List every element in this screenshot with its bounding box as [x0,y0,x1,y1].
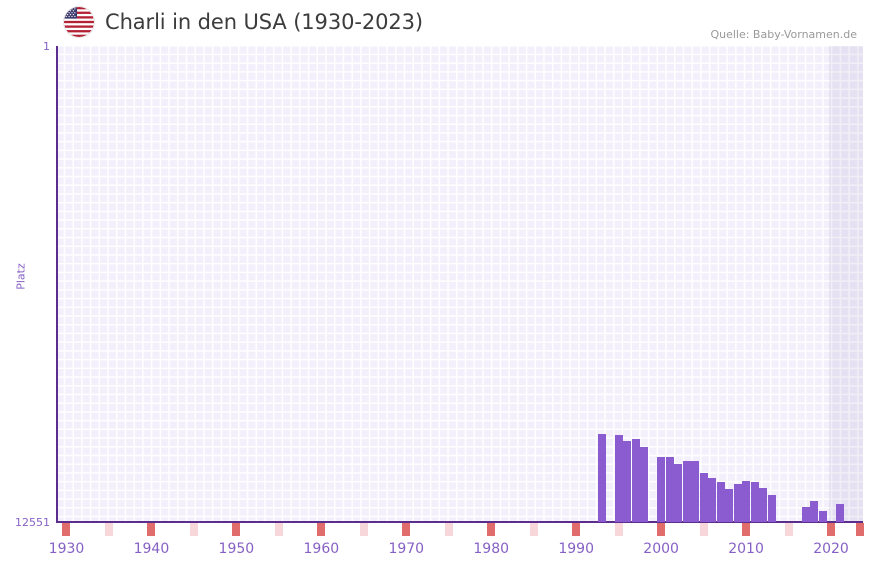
x-axis-tick-marks [56,523,864,536]
x-tick-minor [274,523,283,536]
x-tick-label: 1950 [218,541,255,557]
x-tick-major [742,523,751,536]
plot-area [56,46,863,522]
chart-header: Charli in den USA (1930-2023) Quelle: Ba… [0,0,873,44]
bar[interactable] [742,481,751,522]
page-title: Charli in den USA (1930-2023) [105,10,423,34]
x-tick-minor [359,523,368,536]
bars-layer [56,46,863,522]
bar[interactable] [623,441,632,522]
x-tick-major [62,523,71,536]
bar[interactable] [631,439,640,522]
x-tick-major [657,523,666,536]
x-tick-minor [104,523,113,536]
x-tick-major [827,523,836,536]
bar[interactable] [665,457,674,522]
x-tick-label: 1980 [473,541,510,557]
bar[interactable] [682,461,691,522]
grid-lines [56,46,863,522]
x-axis-line [56,521,863,523]
x-tick-label: 1990 [558,541,594,557]
bar[interactable] [835,504,844,522]
x-tick-major [487,523,496,536]
x-tick-label: 1970 [388,541,425,557]
x-tick-major [232,523,241,536]
x-tick-minor [529,523,538,536]
bar[interactable] [750,482,759,522]
x-tick-label: 2010 [728,541,764,557]
x-tick-major [572,523,581,536]
bar[interactable] [801,507,810,522]
bar[interactable] [699,473,708,522]
forecast-shaded-region [829,46,863,522]
x-tick-major [402,523,411,536]
bar[interactable] [818,511,827,522]
bar[interactable] [640,447,649,522]
bar[interactable] [810,501,819,522]
x-tick-label: 1960 [303,541,340,557]
x-tick-major [147,523,156,536]
x-tick-minor [189,523,198,536]
bar[interactable] [725,489,734,522]
bar[interactable] [691,461,700,522]
x-tick-minor [444,523,453,536]
bar[interactable] [614,435,623,522]
x-tick-label: 1940 [133,541,170,557]
bar[interactable] [767,495,776,522]
y-axis-line [56,46,58,523]
chart-source-attribution: Quelle: Baby-Vornamen.de [710,28,857,41]
bar[interactable] [716,482,725,522]
y-tick-label-top: 1 [43,40,50,53]
x-tick-label: 1930 [48,541,85,557]
x-tick-major-end [856,523,864,536]
x-tick-label: 2020 [813,541,849,557]
us-flag-icon [64,7,94,37]
bar[interactable] [674,464,683,522]
bar[interactable] [708,478,717,522]
bar[interactable] [597,434,606,522]
x-tick-minor [784,523,793,536]
x-tick-minor [614,523,623,536]
x-tick-major [317,523,326,536]
y-tick-label-bottom: 12551 [15,516,50,529]
y-axis-title: Platz [14,263,28,290]
bar[interactable] [759,488,768,522]
bar[interactable] [733,484,742,522]
x-tick-label: 2000 [643,541,679,557]
bar[interactable] [657,457,666,522]
x-tick-minor [699,523,708,536]
